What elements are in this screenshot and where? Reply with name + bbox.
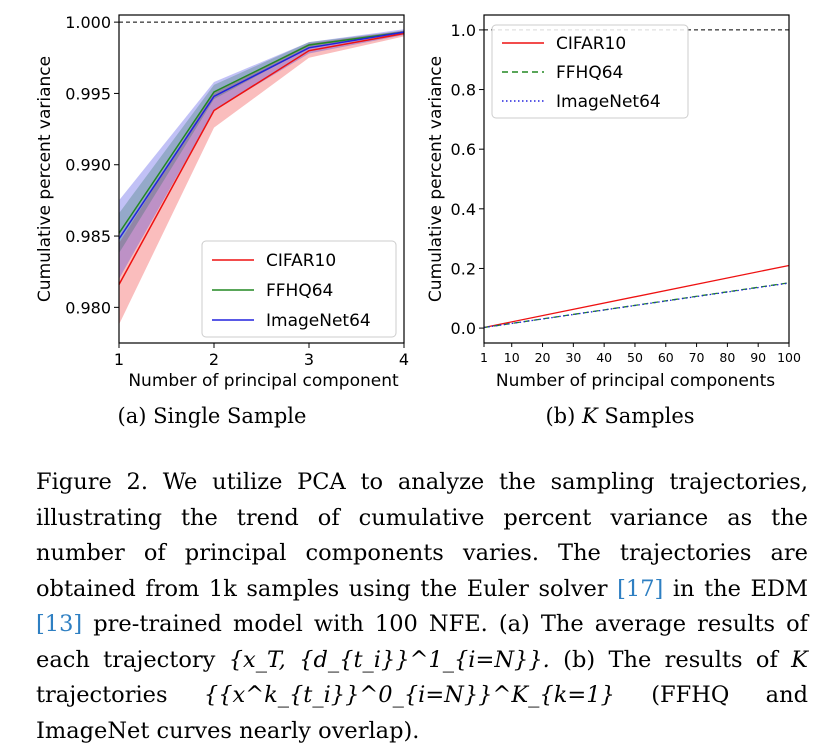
- chart-a-x-axis-label: Number of principal component: [128, 371, 399, 391]
- chart-b-y-axis-label: Cumulative percent variance: [426, 56, 446, 302]
- chart-a-y-tick-label: 0.990: [65, 156, 111, 175]
- chart-b-subtitle-suffix: Samples: [598, 404, 695, 428]
- chart-b: 1 10 20 30 40 50 60 70 80 90 100 0.0 0.2 0.4 0.6 0.8 1.0…: [426, 14, 801, 428]
- chart-a-y-tick-label: 0.980: [65, 298, 111, 317]
- chart-a-y-tick-label: 0.995: [65, 84, 111, 103]
- chart-b-x-tick-label: 60: [658, 350, 674, 365]
- chart-b-legend: CIFAR10 FFHQ64 ImageNet64: [491, 24, 689, 119]
- chart-b-x-tick-label: 70: [689, 350, 705, 365]
- chart-b-x-tick-label: 80: [719, 350, 735, 365]
- chart-a-line-ffhq64: [118, 31, 405, 234]
- chart-a-legend-label: ImageNet64: [266, 311, 371, 331]
- chart-a-subtitle: (a) Single Sample: [118, 404, 307, 428]
- chart-a-legend-label: CIFAR10: [266, 251, 336, 271]
- chart-b-legend-label: FFHQ64: [556, 63, 623, 83]
- chart-a-y-tick-label: 0.985: [65, 227, 111, 246]
- chart-a-band-cifar10: [119, 30, 404, 325]
- chart-a-series-lines: [118, 31, 405, 285]
- chart-b-line-imagenet64: [483, 282, 790, 329]
- chart-a-legend-box: [201, 240, 397, 338]
- chart-b-x-axis-label: Number of principal components: [496, 371, 775, 391]
- caption-text-6: (FFHQ and ImageNet curves nearly overlap…: [36, 682, 808, 744]
- chart-a-x-tick-label: 1: [114, 350, 124, 369]
- chart-b-x-tick-label: 90: [750, 350, 766, 365]
- caption-math-2: K: [791, 646, 808, 673]
- caption-text-1: We utilize PCA to analyze the sampling t…: [36, 469, 808, 602]
- chart-b-x-tick-label: 100: [777, 350, 801, 365]
- chart-a-ticks: 1 2 3 4 0.980 0.985 0.990 0.995 1.000: [65, 13, 409, 369]
- caption-math-1: {x_T, {d_{t_i}}^1_{i=N}}.: [228, 646, 550, 673]
- caption-citation-17[interactable]: [17]: [617, 575, 664, 602]
- caption-text-4: (b) The results of: [549, 646, 792, 673]
- chart-a: 1 2 3 4 0.980 0.985 0.990 0.995 1.000 Number of …: [35, 13, 409, 428]
- chart-a-legend-label: FFHQ64: [266, 281, 333, 301]
- caption-math-3: {{x^k_{t_i}}^0_{i=N}}^K_{k=1}: [203, 682, 615, 708]
- chart-b-x-tick-label: 50: [627, 350, 643, 365]
- chart-b-line-ffhq64: [483, 282, 790, 329]
- chart-a-y-axis-label: Cumulative percent variance: [35, 56, 55, 302]
- chart-a-x-tick-label: 4: [399, 350, 409, 369]
- chart-b-axes-frame: [483, 14, 790, 344]
- caption-citation-13[interactable]: [13]: [36, 611, 83, 637]
- chart-a-y-tick-label: 1.000: [65, 13, 111, 32]
- caption-text-5: trajectories: [36, 682, 204, 708]
- chart-a-x-tick-label: 2: [209, 350, 219, 369]
- chart-b-y-tick-label: 0.4: [451, 200, 476, 219]
- chart-b-x-tick-label: 40: [596, 350, 612, 365]
- chart-b-x-tick-label: 10: [504, 350, 520, 365]
- chart-b-y-tick-label: 0.8: [451, 81, 476, 100]
- caption-text-2: in the EDM: [663, 575, 808, 602]
- chart-b-y-tick-label: 0.0: [451, 319, 476, 338]
- chart-a-line-imagenet64: [118, 31, 405, 240]
- caption-figure-label: Figure 2.: [36, 469, 148, 495]
- figure-caption: Figure 2. We utilize PCA to analyze the …: [36, 465, 808, 749]
- chart-b-legend-label: ImageNet64: [556, 92, 661, 112]
- chart-b-series-lines: [483, 264, 790, 329]
- chart-b-subtitle: (b) K Samples: [545, 404, 694, 428]
- chart-b-legend-box: [491, 24, 689, 119]
- caption-text-3: pre-trained model with 100 NFE. (a) The …: [36, 611, 808, 673]
- chart-a-x-tick-label: 3: [304, 350, 314, 369]
- chart-b-x-tick-label: 1: [480, 350, 488, 365]
- chart-b-y-tick-label: 0.2: [451, 259, 476, 278]
- chart-b-x-tick-label: 20: [535, 350, 551, 365]
- chart-a-axes-frame: [118, 14, 405, 344]
- chart-b-ticks: 1 10 20 30 40 50 60 70 80 90 100 0.0 0.2 0.4 0.6 0.8 1.0: [451, 21, 801, 365]
- chart-a-legend: CIFAR10 FFHQ64 ImageNet64: [201, 240, 397, 338]
- chart-b-subtitle-prefix: (b): [545, 404, 582, 428]
- chart-a-band-ffhq64: [119, 30, 404, 254]
- chart-b-subtitle-var: K: [581, 404, 599, 428]
- figure: 1 2 3 4 0.980 0.985 0.990 0.995 1.000 Number of …: [35, 13, 801, 428]
- chart-b-legend-label: CIFAR10: [556, 34, 626, 54]
- chart-b-line-cifar10: [483, 264, 790, 329]
- chart-b-y-tick-label: 1.0: [451, 21, 476, 40]
- chart-b-y-tick-label: 0.6: [451, 140, 476, 159]
- chart-b-x-tick-label: 30: [565, 350, 581, 365]
- chart-a-line-cifar10: [118, 32, 405, 285]
